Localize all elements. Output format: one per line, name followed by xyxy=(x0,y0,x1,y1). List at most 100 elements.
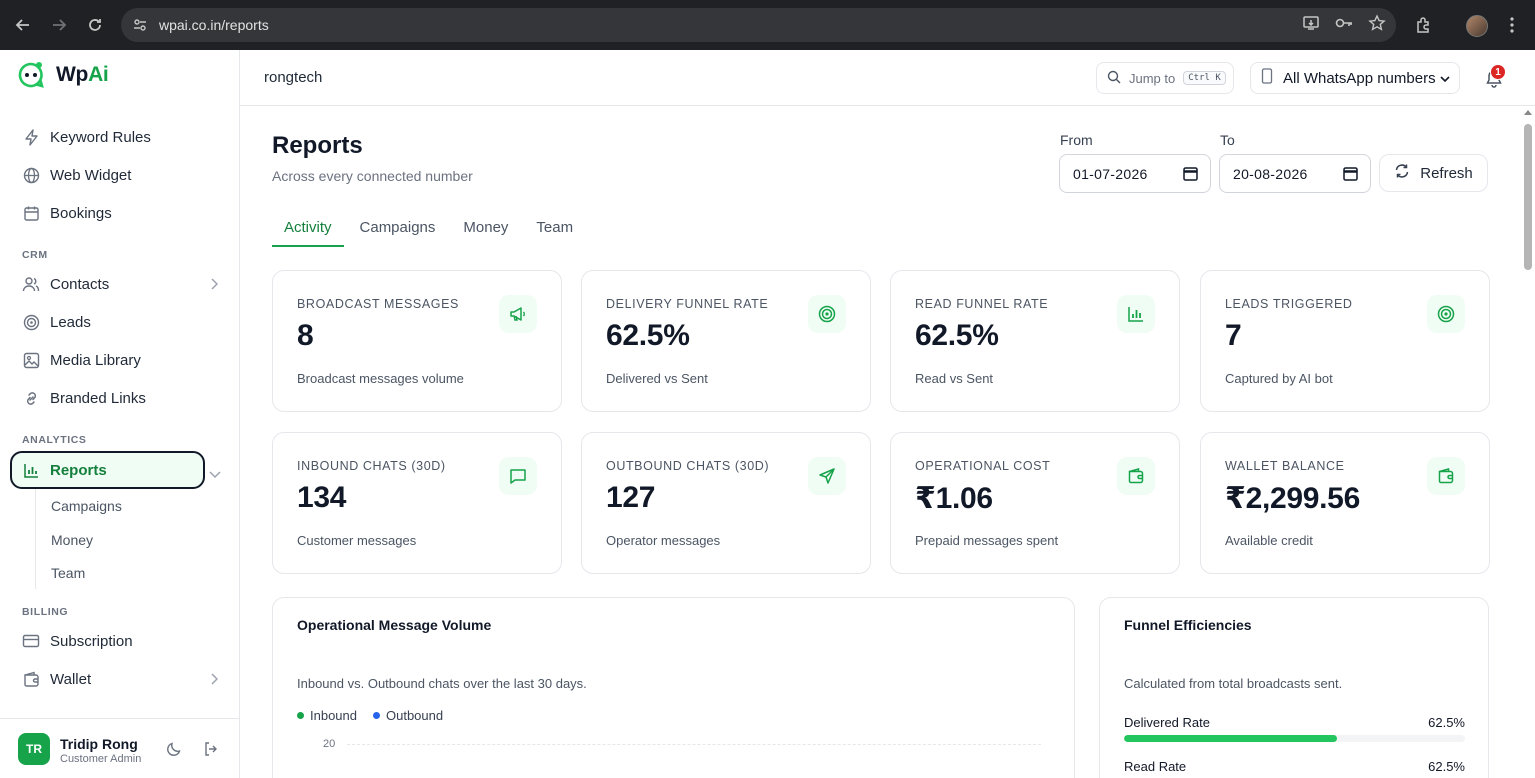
sidebar-item-bookings[interactable]: Bookings xyxy=(12,195,222,231)
tab-money[interactable]: Money xyxy=(463,219,509,236)
user-name: Tridip Rong xyxy=(60,736,138,752)
reload-icon[interactable] xyxy=(77,7,113,43)
scrollbar-thumb[interactable] xyxy=(1524,124,1532,270)
tab-campaigns[interactable]: Campaigns xyxy=(359,219,436,236)
sidebar-item-keyword-rules[interactable]: Keyword Rules xyxy=(12,119,222,155)
refresh-button[interactable]: Refresh xyxy=(1379,154,1488,192)
stat-card-outbound-chats: OUTBOUND CHATS (30D) 127 Operator messag… xyxy=(581,432,871,574)
target-icon xyxy=(1427,295,1465,333)
profile-avatar[interactable] xyxy=(1466,15,1488,37)
globe-icon xyxy=(22,166,40,184)
page-scrollbar[interactable] xyxy=(1521,106,1535,778)
stat-value: ₹1.06 xyxy=(915,482,993,515)
calendar-icon[interactable] xyxy=(1343,166,1358,184)
panel-title: Funnel Efficiencies xyxy=(1124,617,1252,633)
calendar-icon[interactable] xyxy=(1183,166,1198,184)
users-icon xyxy=(22,275,40,293)
forward-icon[interactable] xyxy=(41,7,77,43)
panel-subtitle: Calculated from total broadcasts sent. xyxy=(1124,676,1343,691)
whatsapp-numbers-select[interactable]: All WhatsApp numbers xyxy=(1250,62,1460,94)
sidebar-item-label: Wallet xyxy=(50,670,92,688)
wallet-icon xyxy=(22,670,40,688)
from-label: From xyxy=(1060,132,1093,148)
sidebar-item-wallet[interactable]: Wallet xyxy=(12,661,222,697)
message-icon xyxy=(499,457,537,495)
chart-legend: Inbound Outbound xyxy=(297,708,443,723)
sidebar-subitem-campaigns[interactable]: Campaigns xyxy=(51,498,122,514)
chevron-right-icon[interactable] xyxy=(210,672,219,689)
extensions-icon[interactable] xyxy=(1406,7,1442,43)
page-subtitle: Across every connected number xyxy=(272,168,473,184)
chevron-right-icon[interactable] xyxy=(210,277,219,294)
to-date-input[interactable]: 20-08-2026 xyxy=(1219,154,1371,193)
rate-row-read: Read Rate 62.5% xyxy=(1124,759,1465,774)
page-title: Reports xyxy=(272,132,363,159)
sidebar-item-leads[interactable]: Leads xyxy=(12,304,222,340)
stat-value: 7 xyxy=(1225,319,1242,352)
jump-to-button[interactable]: Jump to Ctrl K xyxy=(1096,62,1234,94)
stat-value: 8 xyxy=(297,319,314,352)
operational-message-volume-panel: Operational Message Volume Inbound vs. O… xyxy=(272,597,1075,778)
legend-dot-inbound xyxy=(297,712,304,719)
install-app-icon[interactable] xyxy=(1302,14,1320,37)
from-date-input[interactable]: 01-07-2026 xyxy=(1059,154,1211,193)
site-settings-icon[interactable] xyxy=(131,16,149,34)
tab-team[interactable]: Team xyxy=(536,219,574,236)
zap-icon xyxy=(22,128,40,146)
to-date-value: 20-08-2026 xyxy=(1233,165,1308,182)
stat-description: Read vs Sent xyxy=(915,371,994,386)
sidebar-item-media-library[interactable]: Media Library xyxy=(12,342,222,378)
link-icon xyxy=(22,389,40,407)
stat-description: Operator messages xyxy=(606,533,721,548)
workspace-name: rongtech xyxy=(264,69,323,86)
moon-icon[interactable] xyxy=(166,741,182,762)
refresh-label: Refresh xyxy=(1420,164,1473,182)
chevron-down-icon[interactable] xyxy=(209,466,221,484)
panel-title: Operational Message Volume xyxy=(297,617,492,633)
stat-value: 127 xyxy=(606,481,656,514)
stat-description: Prepaid messages spent xyxy=(915,533,1059,548)
sidebar-item-branded-links[interactable]: Branded Links xyxy=(12,380,222,416)
section-label-crm: CRM xyxy=(22,249,48,261)
sidebar-item-subscription[interactable]: Subscription xyxy=(12,623,222,659)
back-icon[interactable] xyxy=(5,7,41,43)
section-label-billing: BILLING xyxy=(22,606,69,618)
rate-row-delivered: Delivered Rate 62.5% xyxy=(1124,715,1465,730)
legend-outbound[interactable]: Outbound xyxy=(373,708,443,723)
stat-label: OPERATIONAL COST xyxy=(915,459,1051,473)
rate-label: Read Rate xyxy=(1124,759,1187,774)
user-role: Customer Admin xyxy=(60,753,142,765)
refresh-icon xyxy=(1394,163,1410,183)
sidebar-item-label: Reports xyxy=(50,461,107,479)
stat-label: WALLET BALANCE xyxy=(1225,459,1345,473)
sidebar-item-label: Subscription xyxy=(50,632,133,650)
avatar[interactable]: TR xyxy=(18,733,50,765)
report-tabs: Activity Campaigns Money Team xyxy=(272,214,589,247)
more-menu-icon[interactable] xyxy=(1494,7,1530,43)
stat-description: Broadcast messages volume xyxy=(297,371,464,386)
sidebar-item-contacts[interactable]: Contacts xyxy=(12,266,222,302)
progress-fill xyxy=(1124,735,1338,742)
legend-inbound[interactable]: Inbound xyxy=(297,708,357,723)
address-bar[interactable]: wpai.co.in/reports xyxy=(121,8,1396,42)
stat-card-inbound-chats: INBOUND CHATS (30D) 134 Customer message… xyxy=(272,432,562,574)
sidebar-subitem-money[interactable]: Money xyxy=(51,532,94,548)
sidebar-item-reports[interactable]: Reports xyxy=(10,451,205,489)
password-key-icon[interactable] xyxy=(1334,14,1354,37)
panel-subtitle: Inbound vs. Outbound chats over the last… xyxy=(297,676,587,691)
logout-icon[interactable] xyxy=(203,741,219,762)
bookmark-star-icon[interactable] xyxy=(1368,13,1386,37)
scroll-up-icon[interactable] xyxy=(1524,110,1532,115)
tab-activity[interactable]: Activity xyxy=(272,214,344,247)
search-icon xyxy=(1107,70,1121,87)
main-content: Reports Across every connected number Fr… xyxy=(240,106,1521,778)
sidebar-subitem-team[interactable]: Team xyxy=(51,565,86,581)
stat-value: ₹2,299.56 xyxy=(1225,482,1360,515)
progress-bar-delivered xyxy=(1124,735,1465,742)
sidebar-item-web-widget[interactable]: Web Widget xyxy=(12,157,222,193)
stat-description: Captured by AI bot xyxy=(1225,371,1333,386)
shortcut-hint: Ctrl K xyxy=(1183,71,1226,85)
brand[interactable]: WpAi xyxy=(16,60,109,90)
credit-card-icon xyxy=(22,632,40,650)
funnel-efficiencies-panel: Funnel Efficiencies Calculated from tota… xyxy=(1099,597,1489,778)
